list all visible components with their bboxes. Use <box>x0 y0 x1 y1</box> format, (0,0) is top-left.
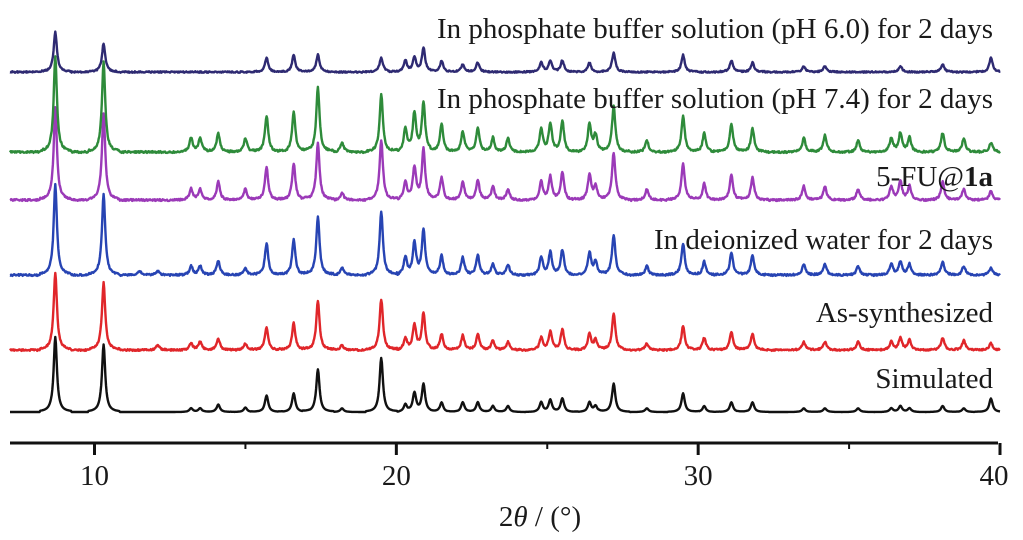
series-labels: Simulated As-synthesized In deionized wate… <box>437 13 994 395</box>
series-line <box>9 30 1001 74</box>
series-label: In phosphate buffer solution (pH 7.4) fo… <box>437 83 993 115</box>
series-line <box>9 106 1001 203</box>
series-label: In deionized water for 2 days <box>654 224 993 256</box>
x-axis: 10 20 30 40 <box>10 441 1009 492</box>
series-line <box>8 55 1001 155</box>
x-axis-ticks: 10 20 30 40 <box>80 443 1009 492</box>
x-axis-title: 2θ / (°) <box>499 501 581 533</box>
series-label: As-synthesized <box>816 297 994 329</box>
x-tick-label: 40 <box>980 460 1009 492</box>
x-axis-title-symbol: θ <box>513 501 527 533</box>
x-tick-label: 10 <box>80 460 109 492</box>
x-axis-title-prefix: 2 <box>499 501 514 533</box>
series-line <box>9 271 1001 352</box>
x-tick-label: 20 <box>382 460 411 492</box>
x-tick-label: 30 <box>684 460 713 492</box>
series-line <box>9 335 1001 414</box>
series-traces <box>8 30 1001 414</box>
series-label-text: 5-FU@ <box>876 161 964 193</box>
x-axis-title-suffix: / (°) <box>528 501 581 533</box>
series-label-bold: 1a <box>964 161 994 193</box>
series-label: Simulated <box>875 363 993 395</box>
series-line <box>9 182 1001 278</box>
series-label: 5-FU@1a <box>876 161 993 193</box>
series-label: In phosphate buffer solution (pH 6.0) fo… <box>437 13 993 45</box>
